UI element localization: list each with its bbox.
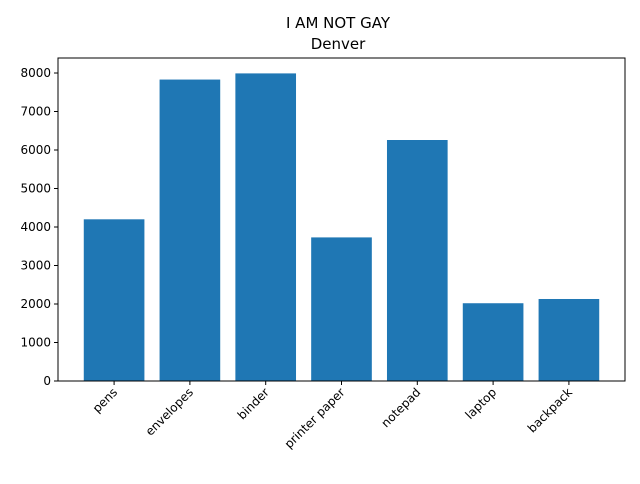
bar-backpack xyxy=(538,298,600,381)
x-tick-label: binder xyxy=(235,385,272,422)
x-axis: pens envelopes binder printer paper notepad l… xyxy=(90,381,575,451)
y-tick-label: 0 xyxy=(43,374,51,388)
y-tick-label: 5000 xyxy=(20,182,51,196)
bars-group xyxy=(83,73,600,382)
bar-envelopes xyxy=(159,79,221,382)
bar-binder xyxy=(235,73,297,381)
bar-laptop xyxy=(462,303,524,381)
x-tick-label: envelopes xyxy=(143,385,196,438)
y-tick-label: 7000 xyxy=(20,105,51,119)
x-tick-label: laptop xyxy=(462,385,499,422)
plot-frame xyxy=(57,57,626,382)
x-tick-label: backpack xyxy=(525,385,575,435)
y-axis: 0 1000 2000 3000 4000 5000 6000 7000 8000 xyxy=(20,66,58,388)
y-tick-label: 2000 xyxy=(20,297,51,311)
chart-title: I AM NOT GAY xyxy=(286,14,391,32)
y-tick-label: 6000 xyxy=(20,143,51,157)
bar-notepad xyxy=(386,140,448,381)
y-tick-label: 1000 xyxy=(20,336,51,350)
x-tick-label: printer paper xyxy=(282,385,348,451)
chart-subtitle: Denver xyxy=(311,35,366,53)
x-tick-label: notepad xyxy=(378,385,423,430)
x-tick-label: pens xyxy=(90,385,120,415)
bar-pens xyxy=(83,219,145,381)
bar-printer-paper xyxy=(311,237,372,381)
y-tick-label: 3000 xyxy=(20,259,51,273)
y-tick-label: 4000 xyxy=(20,220,51,234)
y-tick-label: 8000 xyxy=(20,66,51,80)
